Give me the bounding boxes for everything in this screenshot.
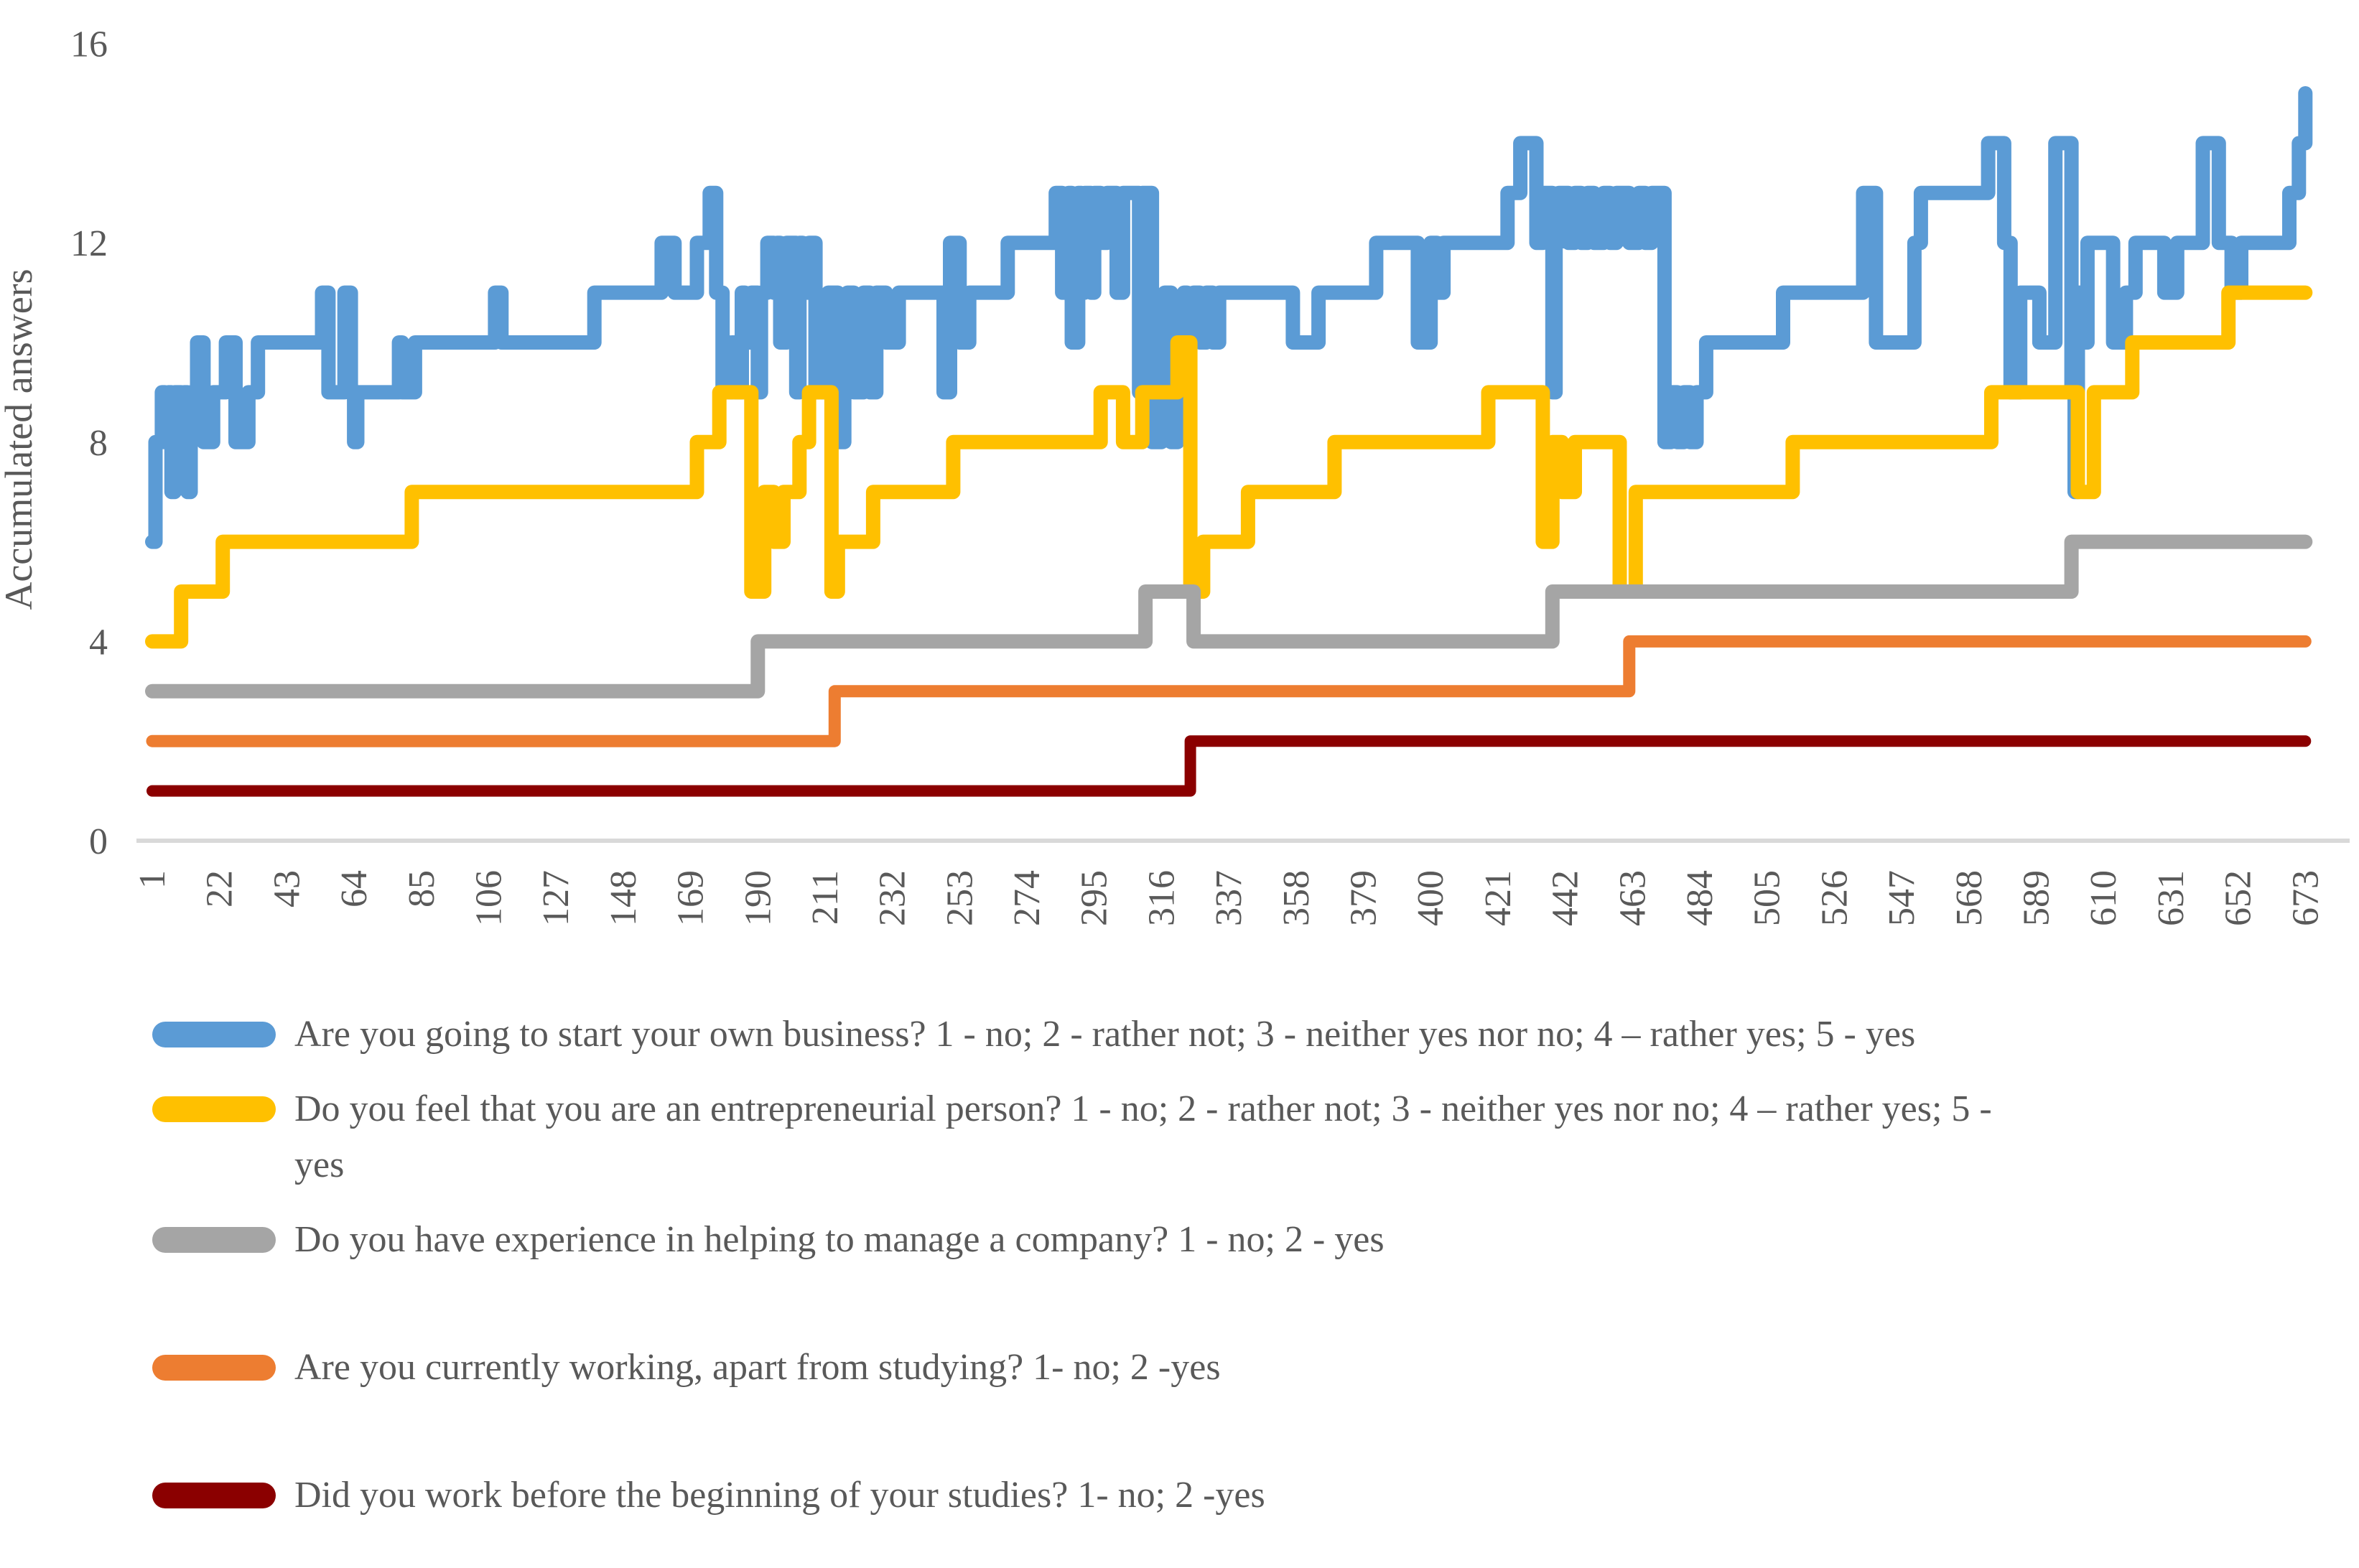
legend-label: Are you going to start your own business… [294,1014,1916,1055]
x-tick-label: 211 [805,870,846,925]
y-axis-title: Accumulated answers [0,269,40,610]
legend-line-icon [152,1227,276,1253]
y-tick-label: 8 [89,423,108,464]
legend-line-icon [152,1483,276,1508]
legend-line-icon [152,1096,276,1122]
x-tick-label: 652 [2218,870,2259,926]
x-tick-label: 316 [1141,870,1182,926]
x-tick-label: 463 [1612,870,1653,926]
x-tick-label: 547 [1881,870,1922,926]
x-tick-label: 589 [2016,870,2057,926]
legend-label: Do you have experience in helping to man… [294,1219,1385,1260]
x-tick-label: 526 [1814,870,1855,926]
x-tick-label: 484 [1680,870,1721,926]
y-tick-label: 0 [89,821,108,862]
x-tick-label: 106 [468,870,509,926]
x-tick-label: 442 [1545,870,1586,926]
y-tick-label: 16 [70,24,108,65]
x-tick-label: 610 [2083,870,2124,926]
legend-label: Are you currently working, apart from st… [294,1347,1221,1388]
x-tick-label: 127 [536,870,577,926]
y-tick-label: 12 [70,223,108,264]
x-tick-label: 505 [1747,870,1788,926]
legend-line-icon [152,1022,276,1047]
legend-item: Are you going to start your own business… [152,1007,2149,1063]
series-line-3 [146,635,2312,747]
y-tick-label: 4 [89,622,108,663]
x-tick-label: 673 [2285,870,2326,926]
x-tick-label: 169 [671,870,712,926]
x-tick-label: 22 [200,870,241,907]
x-tick-label: 190 [738,870,778,926]
series-line-0 [145,86,2313,549]
x-tick-label: 85 [401,870,442,907]
x-tick-label: 421 [1478,870,1519,926]
x-tick-label: 1 [132,870,173,889]
x-tick-label: 64 [334,870,375,907]
x-tick-label: 274 [1007,870,1048,926]
x-tick-label: 148 [603,870,644,926]
legend-line-icon [152,1355,276,1381]
x-tick-label: 43 [266,870,307,907]
legend-item: Do you feel that you are an entrepreneur… [152,1081,2149,1193]
x-tick-label: 400 [1410,870,1451,926]
legend-label: Do you feel that you are an entrepreneur… [294,1088,1992,1185]
x-tick-label: 337 [1209,870,1250,926]
legend-item: Did you work before the beginning of you… [152,1467,2149,1523]
x-tick-label: 295 [1074,870,1115,926]
legend: Are you going to start your own business… [152,1007,2149,1542]
x-tick-label: 568 [1949,870,1990,926]
x-tick-label: 253 [939,870,980,926]
x-tick-label: 232 [873,870,913,926]
series-line-1 [145,285,2313,649]
series-line-4 [146,735,2312,797]
x-tick-label: 631 [2151,870,2192,926]
legend-item: Do you have experience in helping to man… [152,1212,2149,1268]
legend-item: Are you currently working, apart from st… [152,1340,2149,1396]
x-tick-label: 358 [1276,870,1317,926]
legend-label: Did you work before the beginning of you… [294,1475,1265,1516]
x-tick-label: 379 [1344,870,1385,926]
series-line-2 [145,534,2313,699]
